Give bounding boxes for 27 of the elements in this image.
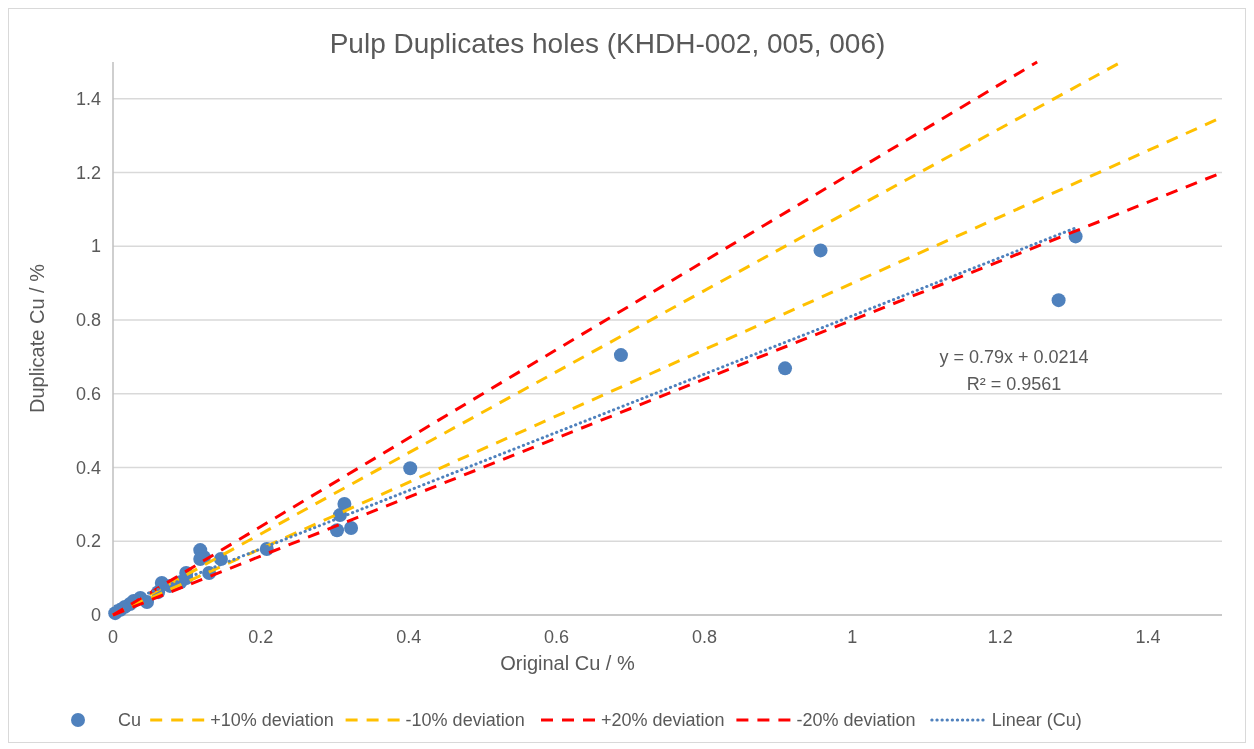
legend-label: +20% deviation bbox=[601, 710, 725, 730]
x-tick-label: 0.2 bbox=[248, 627, 274, 647]
legend-label: Cu bbox=[118, 710, 142, 730]
y-tick-label: 0.8 bbox=[75, 310, 101, 331]
legend-label: -10% deviation bbox=[405, 710, 525, 730]
x-tick-label: 0 bbox=[107, 627, 119, 647]
x-axis-title: Original Cu / % bbox=[500, 652, 635, 674]
y-tick-label: 0.2 bbox=[75, 531, 101, 552]
y-tick-label: 0 bbox=[90, 605, 101, 625]
legend-label: +10% deviation bbox=[210, 710, 334, 730]
y-tick-label: 1.2 bbox=[75, 162, 101, 183]
x-tick-label: 0.6 bbox=[544, 627, 570, 647]
y-tick-label: 0.4 bbox=[75, 457, 101, 478]
legend-label: Linear (Cu) bbox=[991, 710, 1082, 730]
x-tick-label: 0.4 bbox=[396, 627, 422, 647]
legend-label: -20% deviation bbox=[796, 710, 916, 730]
x-tick-label: 0.8 bbox=[691, 627, 717, 647]
annotation: R² = 0.9561 bbox=[966, 374, 1062, 394]
x-tick-label: 1.2 bbox=[987, 627, 1013, 647]
annotation: y = 0.79x + 0.0214 bbox=[939, 347, 1089, 367]
y-tick-label: 1.4 bbox=[75, 88, 101, 109]
x-tick-label: 1.4 bbox=[1135, 627, 1161, 647]
chart-title: Pulp Duplicates holes (KHDH-002, 005, 006) bbox=[329, 28, 886, 59]
y-tick-label: 1 bbox=[90, 236, 101, 257]
y-tick-label: 0.6 bbox=[75, 383, 101, 404]
x-tick-label: 1 bbox=[847, 627, 858, 647]
y-axis-title: Duplicate Cu / % bbox=[26, 263, 48, 413]
